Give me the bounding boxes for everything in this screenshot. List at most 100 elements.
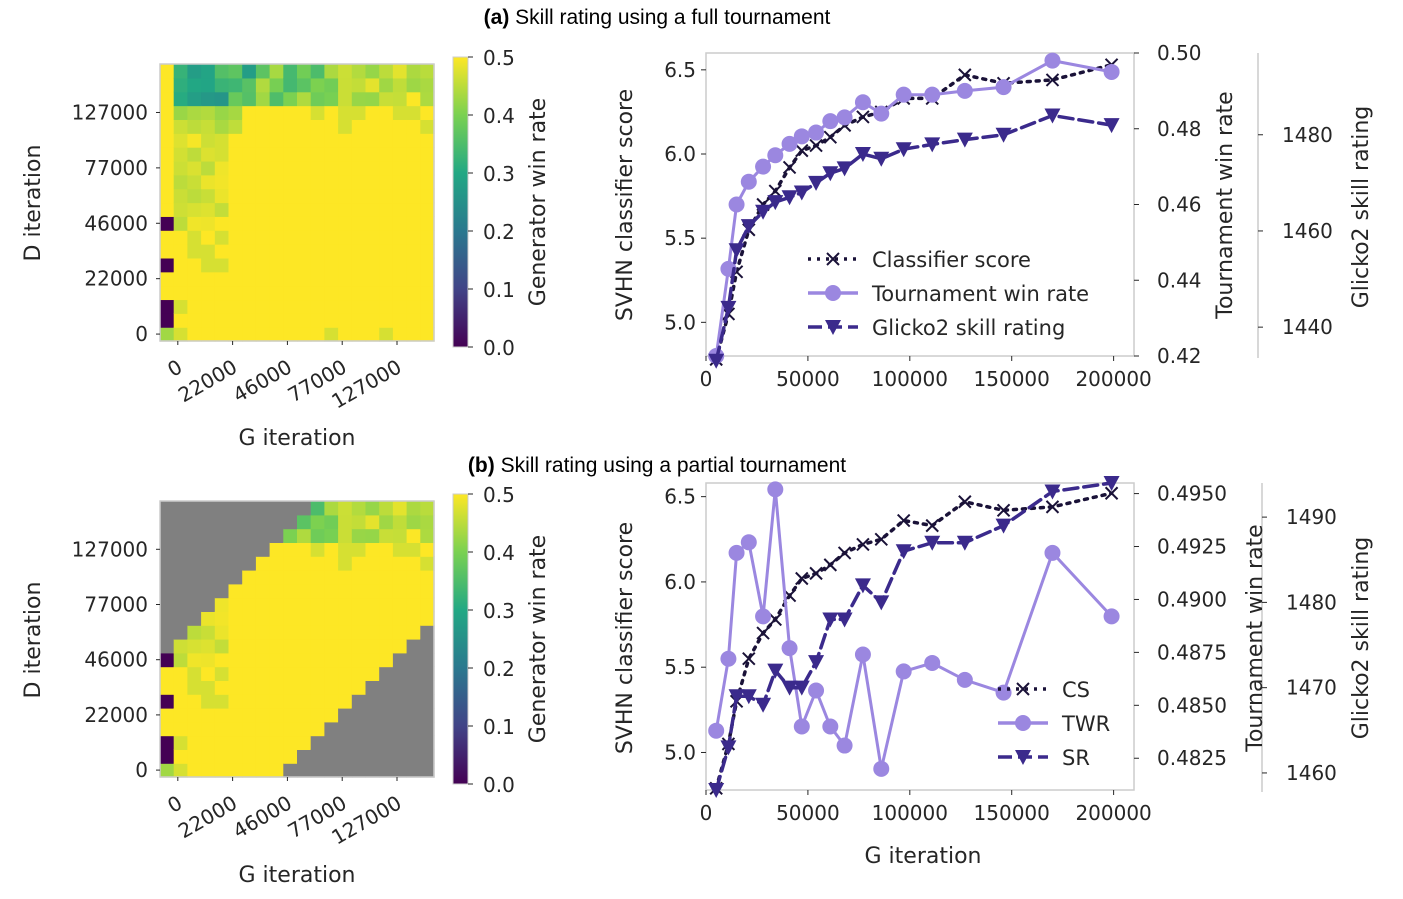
heat-cell [269, 202, 284, 217]
line-right1-tick-label: 0.50 [1157, 41, 1202, 65]
heat-cell [297, 611, 312, 626]
heat-cell [283, 160, 298, 176]
heat-cell [228, 313, 243, 328]
heat-cell [379, 680, 394, 695]
heat-cell [283, 597, 298, 612]
heat-cell [420, 202, 435, 217]
heat-cell [269, 77, 284, 93]
heat-cell [160, 91, 175, 107]
heat-cell [160, 133, 175, 148]
heat-cell [228, 327, 243, 342]
line-chart-a: 0 50000 100000 150000 200000 5.0 5.5 6.0 6.5 0.42… [613, 41, 1374, 391]
heat-cell [228, 105, 243, 120]
heat-cell [255, 91, 271, 107]
heat-cell [351, 77, 367, 93]
heat-cell [365, 652, 380, 668]
heat-cell [379, 749, 394, 764]
heat-cell [324, 77, 339, 93]
heat-cell [283, 77, 298, 93]
circle-marker [740, 534, 757, 551]
heat-cell [255, 105, 271, 120]
heat-cell [379, 639, 394, 654]
line-x-tick-label: 100000 [872, 367, 948, 391]
heat-cell [379, 556, 394, 571]
heat-cell [228, 639, 243, 654]
circle-marker [956, 671, 973, 688]
heat-y-tick-label: 77000 [84, 156, 148, 180]
line-x-tick-label: 50000 [776, 801, 840, 825]
heat-cell [351, 583, 367, 599]
heat-cell [365, 625, 380, 640]
line-right2-tick-label: 1440 [1282, 315, 1333, 339]
heat-cell [297, 244, 312, 259]
triangle-marker [720, 740, 737, 756]
x-marker [768, 612, 783, 627]
triangle-marker [1044, 484, 1061, 500]
x-marker [795, 571, 809, 586]
heat-cell [214, 528, 230, 543]
heat-cell [269, 91, 284, 107]
heat-cell [406, 271, 421, 287]
heat-cell [187, 542, 202, 557]
heat-cell [214, 77, 230, 93]
heat-cell [173, 570, 188, 585]
heat-cell [338, 570, 353, 585]
heat-cell [338, 556, 353, 571]
line-right2-tick-label: 1460 [1286, 761, 1337, 785]
heat-cell [351, 611, 367, 626]
circle-marker [995, 79, 1012, 96]
triangle-marker [767, 195, 784, 211]
legend-label: Classifier score [872, 248, 1031, 272]
heat-cell [173, 528, 188, 543]
heat-cell [338, 611, 353, 626]
heat-cell [310, 625, 325, 640]
heat-cell [269, 188, 284, 204]
heat-cell [297, 666, 312, 681]
heat-cell [173, 721, 188, 737]
heat-cell [420, 313, 435, 328]
heat-cell [255, 611, 271, 626]
heat-cell [187, 666, 202, 681]
heat-cell [214, 666, 230, 681]
heat-cell [351, 652, 367, 668]
heat-cell [214, 652, 230, 668]
circle-marker [1103, 608, 1120, 625]
heat-cell [269, 133, 284, 148]
heat-cell [392, 244, 408, 259]
heat-cell [351, 639, 367, 654]
heat-cell [201, 708, 216, 723]
heat-cell [160, 514, 175, 530]
heat-cell [255, 514, 271, 530]
heat-cell [173, 666, 188, 681]
heat-cell [338, 285, 353, 301]
heat-cell [310, 763, 325, 778]
heat-cell [160, 625, 175, 640]
heat-cell [310, 299, 325, 314]
circle-marker [1044, 52, 1061, 69]
line-right2-tick-label: 1490 [1286, 505, 1337, 529]
heat-cell [351, 160, 367, 176]
heat-cell [283, 611, 298, 626]
heat-cell [255, 735, 271, 750]
series-line [714, 491, 1114, 791]
x-marker [1016, 682, 1030, 696]
heat-cell [420, 652, 435, 668]
heat-cell [392, 501, 408, 516]
heat-cell [379, 625, 394, 640]
heat-cell [255, 202, 271, 217]
heat-cell [160, 313, 175, 328]
heat-cell [324, 625, 339, 640]
heat-cell [214, 327, 230, 342]
heat-cell [228, 721, 243, 737]
heat-cell [255, 216, 271, 231]
triangle-marker [808, 655, 825, 671]
heat-cell [160, 271, 175, 287]
heat-cell [228, 542, 243, 557]
heat-cell [214, 230, 230, 245]
heat-cell [201, 611, 216, 626]
heat-cell [351, 257, 367, 273]
heat-cell [324, 202, 339, 217]
heat-cell [173, 583, 188, 599]
heat-cell [255, 244, 271, 259]
